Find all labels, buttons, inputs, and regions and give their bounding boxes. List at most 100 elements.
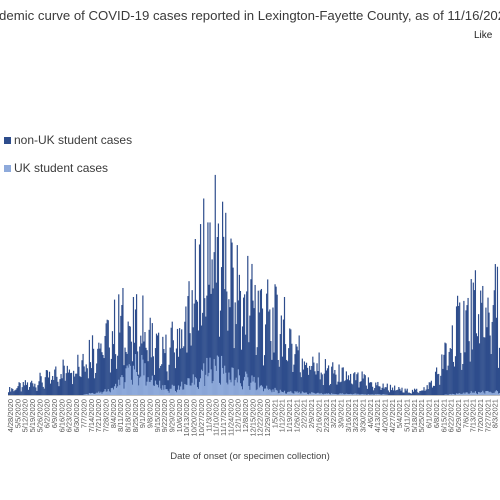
bar-uk xyxy=(139,377,141,395)
bar-non-uk xyxy=(18,382,20,395)
bar-non-uk xyxy=(377,381,379,395)
bar-non-uk xyxy=(16,388,18,395)
bar-uk xyxy=(360,394,362,395)
bar-non-uk xyxy=(33,386,35,395)
bar-uk xyxy=(163,389,165,395)
bar-non-uk xyxy=(340,381,342,395)
bar-uk xyxy=(198,381,201,395)
bar-uk xyxy=(352,394,354,395)
x-tick-label: 3/16/2021 xyxy=(344,399,353,432)
bar-uk xyxy=(226,382,228,395)
bar-non-uk xyxy=(12,389,14,395)
bar-uk xyxy=(344,394,346,395)
bar-non-uk xyxy=(483,337,485,395)
x-tick-label: 2/23/2021 xyxy=(322,399,331,432)
x-tick-label: 8/4/2020 xyxy=(109,399,118,428)
bar-non-uk xyxy=(363,374,365,395)
bar-uk xyxy=(85,394,87,395)
bar-non-uk xyxy=(206,295,208,395)
bar-uk xyxy=(375,394,377,395)
bar-non-uk xyxy=(130,341,132,395)
bar-uk xyxy=(168,392,170,395)
bar-non-uk xyxy=(360,381,362,395)
legend-swatch-uk xyxy=(4,164,11,172)
bar-uk xyxy=(289,391,291,395)
bar-non-uk xyxy=(62,359,64,395)
x-tick-label: 7/28/2020 xyxy=(101,399,110,432)
bar-non-uk xyxy=(256,347,258,395)
bar-non-uk xyxy=(431,387,434,395)
bar-non-uk xyxy=(57,381,59,395)
bar-non-uk xyxy=(425,389,427,395)
bar-non-uk xyxy=(146,350,148,395)
bar-uk xyxy=(131,384,133,395)
bar-uk xyxy=(100,391,102,395)
bar-non-uk xyxy=(302,369,304,395)
bar-non-uk xyxy=(13,391,15,395)
bar-non-uk xyxy=(46,370,49,395)
bar-uk xyxy=(178,389,181,395)
bar-non-uk xyxy=(458,305,460,395)
bar-non-uk xyxy=(253,308,255,395)
bar-uk xyxy=(493,392,495,395)
x-tick-label: 7/13/2021 xyxy=(469,399,478,432)
bar-non-uk xyxy=(172,340,174,395)
x-tick-label: 6/9/2020 xyxy=(50,399,59,428)
bar-uk xyxy=(160,388,162,395)
bar-non-uk xyxy=(37,385,39,395)
bar-non-uk xyxy=(242,297,245,395)
bar-uk xyxy=(115,383,117,395)
bar-non-uk xyxy=(375,382,377,395)
bar-non-uk xyxy=(124,347,126,395)
bar-uk xyxy=(329,394,331,395)
bar-non-uk xyxy=(86,368,88,395)
bar-uk xyxy=(338,394,340,395)
bar-uk xyxy=(222,367,224,395)
x-tick-label: 4/20/2021 xyxy=(380,399,389,432)
bar-non-uk xyxy=(60,374,62,395)
bar-uk xyxy=(259,385,261,395)
x-tick-label: 2/16/2021 xyxy=(314,399,323,432)
bar-non-uk xyxy=(304,365,307,395)
bar-non-uk xyxy=(66,365,68,395)
bar-non-uk xyxy=(276,294,278,395)
bar-uk xyxy=(118,379,120,395)
bar-uk xyxy=(298,391,300,395)
bar-non-uk xyxy=(487,297,489,395)
bar-uk xyxy=(283,390,286,395)
bar-uk xyxy=(479,392,481,395)
bar-non-uk xyxy=(81,360,83,395)
bar-non-uk xyxy=(289,328,291,395)
bar-uk xyxy=(122,377,124,395)
bar-uk xyxy=(456,393,459,395)
bar-non-uk xyxy=(232,267,234,395)
bar-uk xyxy=(143,375,145,395)
x-tick-label: 5/26/2020 xyxy=(35,399,44,432)
bar-non-uk xyxy=(380,390,382,395)
bar-non-uk xyxy=(438,373,440,395)
bar-uk xyxy=(322,394,324,395)
bar-non-uk xyxy=(374,388,376,395)
bar-uk xyxy=(377,394,379,395)
bar-uk xyxy=(313,392,315,395)
bar-non-uk xyxy=(14,390,16,395)
bar-uk xyxy=(194,377,196,395)
bar-non-uk xyxy=(80,377,82,395)
bar-non-uk xyxy=(173,352,175,395)
bar-non-uk xyxy=(237,300,239,395)
bar-uk xyxy=(166,389,168,395)
bar-non-uk xyxy=(460,352,462,395)
bar-non-uk xyxy=(215,282,217,395)
bar-non-uk xyxy=(52,375,54,395)
bar-non-uk xyxy=(336,384,338,395)
bar-non-uk xyxy=(497,367,500,395)
bar-non-uk xyxy=(346,379,349,395)
bar-uk xyxy=(213,359,215,395)
x-tick-label: 5/5/2020 xyxy=(13,399,22,428)
x-tick-label: 9/1/2020 xyxy=(138,399,147,428)
bar-non-uk xyxy=(378,386,380,395)
bar-non-uk xyxy=(9,387,11,395)
bar-non-uk xyxy=(218,336,221,395)
bar-non-uk xyxy=(27,389,30,395)
bar-uk xyxy=(186,384,188,395)
